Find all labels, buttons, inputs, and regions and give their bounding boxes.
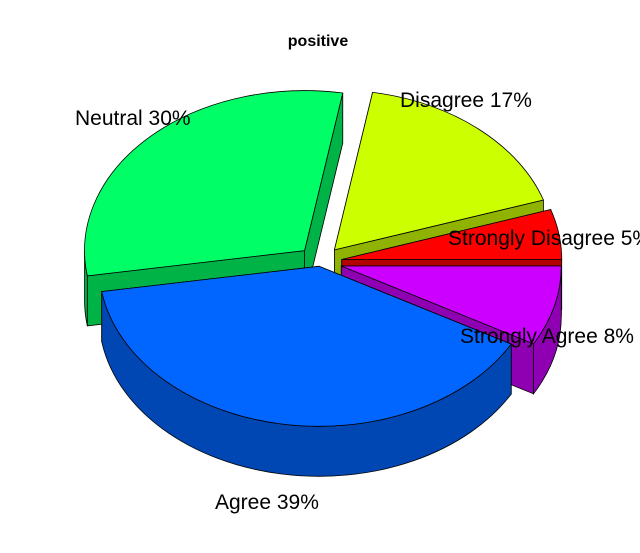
slice-neutral: [84, 90, 344, 277]
slice-strongly-disagree: [341, 209, 563, 260]
chart-title: positive: [288, 33, 349, 50]
slice-strongly-agree: [341, 265, 562, 345]
slice-label-strongly-disagree: Strongly Disagree 5%: [448, 227, 640, 250]
slice-disagree: [333, 91, 544, 251]
slice-label-agree: Agree 39%: [215, 491, 319, 514]
slice-label-strongly-agree: Strongly Agree 8%: [460, 325, 634, 348]
slice-tops: [84, 90, 563, 427]
slice-labels: Strongly Disagree 5% Disagree 17% Neutral …: [75, 89, 640, 514]
slice-label-disagree: Disagree 17%: [400, 89, 532, 112]
slice-agree: [101, 265, 512, 427]
slice-label-neutral: Neutral 30%: [75, 107, 191, 130]
